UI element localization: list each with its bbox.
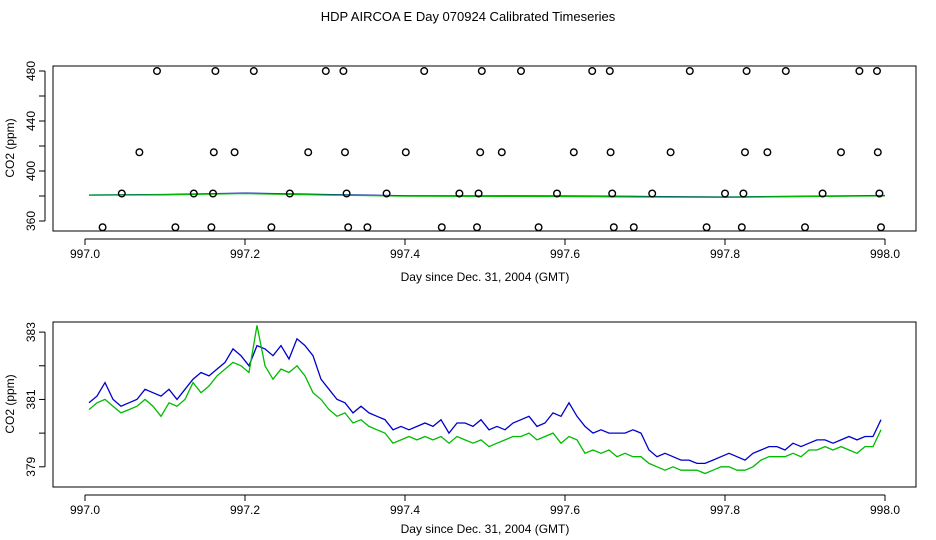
scatter-point xyxy=(875,189,884,198)
x-tick-label: 997.4 xyxy=(390,503,420,517)
scatter-point xyxy=(877,223,886,232)
scatter-point xyxy=(801,223,810,232)
scatter-point xyxy=(605,66,614,75)
scatter-point xyxy=(189,189,198,198)
plot-frame-top xyxy=(52,65,917,232)
x-tick-label: 997.0 xyxy=(70,503,100,517)
panel-top-scatter-line: CO2 (ppm) Day since Dec. 31, 2004 (GMT) … xyxy=(3,61,917,284)
scatter-point xyxy=(609,223,618,232)
y-tick-label: 480 xyxy=(24,61,38,81)
x-tick-label: 997.2 xyxy=(230,503,260,517)
y-tick-label: 400 xyxy=(24,161,38,181)
x-tick-label: 997.6 xyxy=(550,247,580,261)
x-axis-label-top: Day since Dec. 31, 2004 (GMT) xyxy=(401,270,570,284)
scatter-point xyxy=(135,148,144,157)
scatter-point xyxy=(207,223,216,232)
plot-frame-bottom xyxy=(52,321,917,488)
scatter-point xyxy=(476,148,485,157)
scatter-point xyxy=(267,223,276,232)
x-tick-label: 997.8 xyxy=(710,503,740,517)
y-tick-label: 381 xyxy=(24,389,38,409)
scatter-point xyxy=(818,189,827,198)
scatter-point xyxy=(304,148,313,157)
scatter-point xyxy=(873,148,882,157)
scatter-point xyxy=(855,66,864,75)
x-tick-label: 998.0 xyxy=(870,247,900,261)
scatter-point xyxy=(401,148,410,157)
scatter-point xyxy=(737,223,746,232)
scatter-point xyxy=(648,189,657,198)
series-line-green xyxy=(88,325,882,475)
scatter-point xyxy=(230,148,239,157)
scatter-point xyxy=(721,189,730,198)
scatter-point xyxy=(702,223,711,232)
y-tick-label: 383 xyxy=(24,322,38,342)
scatter-point xyxy=(873,66,882,75)
y-tick-label: 440 xyxy=(24,111,38,131)
scatter-point xyxy=(117,189,126,198)
x-tick-label: 997.6 xyxy=(550,503,580,517)
y-tick-label: 379 xyxy=(24,456,38,476)
scatter-point xyxy=(211,66,220,75)
panel-bottom-line: CO2 (ppm) Day since Dec. 31, 2004 (GMT) … xyxy=(3,321,917,536)
x-tick-label: 997.8 xyxy=(710,247,740,261)
scatter-point xyxy=(739,189,748,198)
scatter-point xyxy=(209,148,218,157)
scatter-point xyxy=(629,223,638,232)
scatter-point xyxy=(553,189,562,198)
y-tick-label: 360 xyxy=(24,211,38,231)
scatter-point xyxy=(321,66,330,75)
y-axis-label-bottom: CO2 (ppm) xyxy=(3,374,17,433)
scatter-point xyxy=(208,189,217,198)
scatter-point xyxy=(781,66,790,75)
x-tick-label: 997.0 xyxy=(70,247,100,261)
scatter-point xyxy=(497,148,506,157)
scatter-point xyxy=(517,66,526,75)
scatter-point xyxy=(339,66,348,75)
series-line-blue xyxy=(88,337,882,465)
scatter-point xyxy=(382,189,391,198)
scatter-point xyxy=(477,66,486,75)
x-tick-label: 998.0 xyxy=(870,503,900,517)
scatter-point xyxy=(742,66,751,75)
scatter-point xyxy=(171,223,180,232)
x-axis-label-bottom: Day since Dec. 31, 2004 (GMT) xyxy=(401,522,570,536)
page-title: HDP AIRCOA E Day 070924 Calibrated Times… xyxy=(320,9,616,24)
scatter-point xyxy=(588,66,597,75)
x-tick-label: 997.4 xyxy=(390,247,420,261)
scatter-point xyxy=(455,189,464,198)
scatter-point xyxy=(344,223,353,232)
series-line-green xyxy=(88,192,886,198)
scatter-point xyxy=(606,148,615,157)
scatter-point xyxy=(741,148,750,157)
scatter-point xyxy=(437,223,446,232)
scatter-point xyxy=(249,66,258,75)
scatter-point xyxy=(474,189,483,198)
scatter-point xyxy=(420,66,429,75)
scatter-point xyxy=(285,189,294,198)
scatter-point xyxy=(534,223,543,232)
scatter-point xyxy=(341,148,350,157)
scatter-point xyxy=(363,223,372,232)
scatter-point xyxy=(152,66,161,75)
scatter-point xyxy=(473,223,482,232)
scatter-point xyxy=(569,148,578,157)
x-tick-label: 997.2 xyxy=(230,247,260,261)
y-axis-label-top: CO2 (ppm) xyxy=(3,118,17,177)
scatter-point xyxy=(763,148,772,157)
scatter-point xyxy=(685,66,694,75)
scatter-point xyxy=(666,148,675,157)
scatter-point xyxy=(837,148,846,157)
scatter-point xyxy=(342,189,351,198)
scatter-point xyxy=(608,189,617,198)
scatter-point xyxy=(98,223,107,232)
